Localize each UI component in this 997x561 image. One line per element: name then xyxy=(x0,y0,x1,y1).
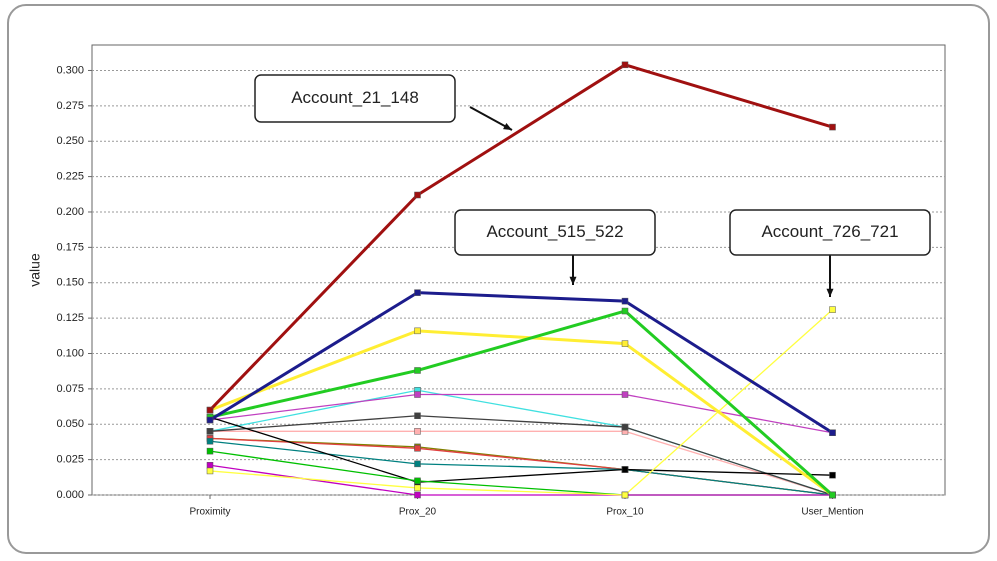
y-tick-label: 0.175 xyxy=(56,241,84,253)
series-line xyxy=(209,329,834,497)
point-marker xyxy=(206,437,214,445)
y-tick-label: 0.300 xyxy=(56,64,84,76)
arrow-head xyxy=(826,288,834,297)
point-marker xyxy=(829,471,836,479)
point-marker xyxy=(414,327,421,335)
annotation: Account_21_148 xyxy=(291,88,419,107)
arrow-head xyxy=(503,122,512,130)
point-marker xyxy=(414,412,421,420)
point-marker xyxy=(414,289,421,296)
point-marker xyxy=(414,191,421,199)
y-tick-label: 0.000 xyxy=(56,489,84,501)
point-marker xyxy=(414,391,421,398)
y-tick-label: 0.100 xyxy=(56,347,84,359)
series-line xyxy=(209,464,833,496)
y-tick-label: 0.200 xyxy=(56,206,84,218)
y-tick-label: 0.025 xyxy=(56,454,84,466)
point-marker xyxy=(414,367,421,374)
y-tick-label: 0.150 xyxy=(56,277,84,289)
y-tick-label: 0.075 xyxy=(56,383,84,395)
point-marker xyxy=(206,447,214,455)
point-marker xyxy=(206,462,214,469)
point-marker xyxy=(414,460,421,468)
point-marker xyxy=(829,123,836,131)
x-tick-label: Proximity xyxy=(189,507,230,518)
x-tick-label: User_Mention xyxy=(801,507,863,518)
point-marker xyxy=(621,307,629,315)
point-marker xyxy=(206,416,214,424)
point-marker xyxy=(621,423,629,431)
annotation: Account_515_522 xyxy=(486,222,623,241)
annotation-box xyxy=(254,74,456,123)
y-tick-label: 0.250 xyxy=(56,135,84,147)
x-tick-label: Prox_20 xyxy=(399,507,437,518)
series-line xyxy=(209,415,833,496)
arrow-head xyxy=(569,276,577,285)
point-marker xyxy=(621,297,629,305)
y-axis-label: value xyxy=(27,253,43,287)
point-marker xyxy=(621,466,629,473)
point-marker xyxy=(829,491,836,499)
annotation-box xyxy=(729,209,931,256)
point-marker xyxy=(414,484,421,492)
y-tick-label: 0.050 xyxy=(56,418,84,430)
series-line xyxy=(209,440,833,496)
point-marker xyxy=(206,406,214,414)
series-line xyxy=(209,393,833,434)
point-marker xyxy=(829,429,836,436)
point-marker xyxy=(621,491,629,499)
point-marker xyxy=(829,306,836,313)
point-marker xyxy=(414,445,421,452)
series-line xyxy=(209,416,833,483)
point-marker xyxy=(621,61,629,69)
point-marker xyxy=(414,477,421,485)
y-tick-label: 0.225 xyxy=(56,171,84,183)
point-marker xyxy=(206,467,214,475)
point-marker xyxy=(414,428,421,435)
point-marker xyxy=(206,428,214,435)
series-line xyxy=(209,309,834,497)
plot-area xyxy=(91,44,946,496)
y-tick-label: 0.275 xyxy=(56,100,84,112)
annotation: Account_726_721 xyxy=(761,222,898,241)
y-tick-label: 0.125 xyxy=(56,312,84,324)
point-marker xyxy=(621,340,629,347)
x-tick-label: Prox_10 xyxy=(606,507,644,518)
series-line xyxy=(209,291,834,435)
series-line xyxy=(210,430,833,496)
point-marker xyxy=(621,391,629,398)
series-line xyxy=(208,63,833,412)
point-marker xyxy=(414,491,421,499)
annotation-box xyxy=(454,209,656,256)
